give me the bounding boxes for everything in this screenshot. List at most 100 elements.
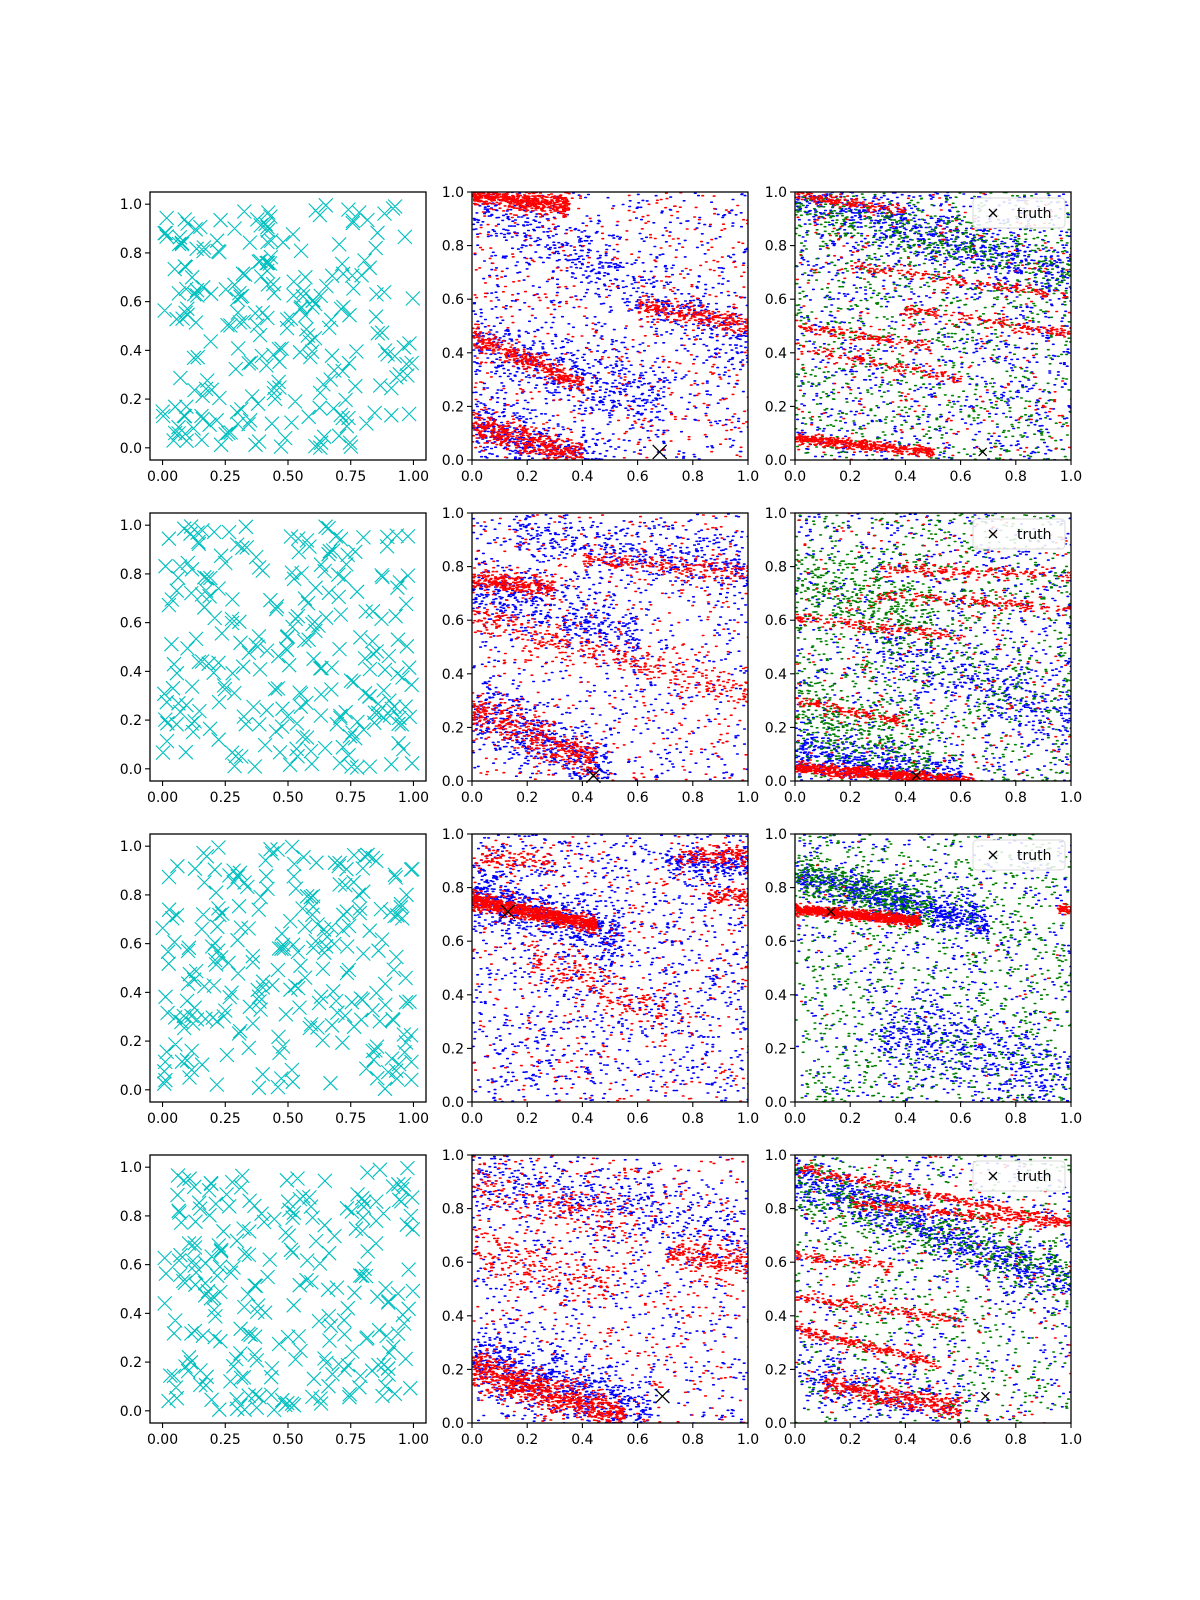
y-tick-label: 0.8 [442, 1202, 464, 1218]
y-tick-label: 0.4 [442, 346, 464, 362]
x-tick-label: 0.00 [147, 790, 178, 806]
x-tick-label: 0.4 [571, 1432, 593, 1448]
legend: truth [972, 1160, 1066, 1192]
x-tick-label: 0.6 [626, 469, 648, 485]
y-tick-label: 0.6 [442, 1255, 464, 1271]
y-tick-label: 0.2 [765, 1362, 787, 1378]
y-tick-label: 1.0 [120, 839, 142, 855]
x-tick-label: 0.2 [839, 1432, 861, 1448]
x-tick-label: 0.25 [210, 790, 241, 806]
plot-area [155, 519, 420, 775]
y-tick-label: 0.8 [442, 560, 464, 576]
y-tick-label: 0.6 [442, 613, 464, 629]
subplot-r0-c0: 0.00 0.25 0.50 0.75 1.00 0.0 0.2 0.4 0.6 0.8 1.0 [120, 191, 429, 485]
y-tick-label: 0.2 [765, 399, 787, 415]
y-tick-label: 0.6 [765, 1255, 787, 1271]
y-tick-label: 0.2 [442, 720, 464, 736]
x-tick-label: 0.8 [682, 1111, 704, 1127]
y-tick-label: 0.0 [120, 1083, 142, 1099]
y-tick-label: 0.2 [442, 1041, 464, 1057]
x-tick-label: 0.50 [272, 1432, 303, 1448]
x-tick-label: 0.8 [1005, 469, 1027, 485]
y-tick-label: 1.0 [442, 506, 464, 522]
x-tick-label: 0.4 [571, 790, 593, 806]
x-tick-label: 0.75 [335, 1432, 366, 1448]
plot-area [155, 197, 421, 455]
y-tick-label: 0.2 [120, 1355, 142, 1371]
x-tick-label: 0.6 [626, 1432, 648, 1448]
x-tick-label: 0.6 [949, 790, 971, 806]
x-tick-label: 0.0 [784, 1432, 806, 1448]
y-tick-label: 0.2 [442, 1362, 464, 1378]
y-tick-label: 0.2 [442, 399, 464, 415]
sample-points-x-markers [155, 839, 420, 1097]
x-tick-label: 1.0 [1060, 469, 1082, 485]
legend: truth [972, 197, 1066, 229]
y-tick-label: 0.8 [120, 246, 142, 262]
x-icon [988, 850, 998, 860]
x-icon [988, 208, 998, 218]
truth-marker [978, 447, 988, 457]
series-red-points [472, 192, 748, 460]
series-red-points [472, 834, 748, 1102]
x-tick-label: 0.0 [461, 469, 483, 485]
x-tick-label: 1.00 [398, 469, 429, 485]
y-tick-label: 1.0 [765, 1148, 787, 1164]
plot-area [795, 513, 1071, 781]
x-tick-label: 0.4 [894, 469, 916, 485]
x-tick-label: 0.0 [461, 1432, 483, 1448]
y-tick-label: 0.2 [765, 720, 787, 736]
plot-area [472, 513, 748, 781]
y-tick-label: 1.0 [120, 197, 142, 213]
truth-marker [980, 1391, 990, 1401]
subplot-grid: 0.00 0.25 0.50 0.75 1.00 0.0 0.2 0.4 0.6 0.8 1.0 0.… [120, 185, 1082, 1448]
x-tick-label: 1.0 [737, 469, 759, 485]
x-tick-label: 1.0 [737, 790, 759, 806]
axes-frame [471, 833, 749, 1103]
x-tick-label: 0.0 [461, 1111, 483, 1127]
y-tick-label: 0.4 [120, 343, 142, 359]
sample-points-x-markers [155, 197, 421, 455]
y-tick-label: 0.0 [120, 762, 142, 778]
y-tick-label: 0.4 [765, 988, 787, 1004]
y-tick-label: 0.0 [765, 453, 787, 469]
subplot-r1-c2: 0.0 0.2 0.4 0.6 0.8 1.0 0.0 0.2 0.4 0.6 0.8 1.0 trut… [765, 506, 1082, 806]
x-tick-label: 0.25 [210, 469, 241, 485]
y-tick-label: 0.4 [120, 664, 142, 680]
y-tick-label: 0.4 [120, 1306, 142, 1322]
y-tick-label: 0.0 [765, 1416, 787, 1432]
plot-area [472, 834, 748, 1102]
y-tick-label: 0.4 [765, 1309, 787, 1325]
x-tick-label: 0.00 [147, 469, 178, 485]
x-tick-label: 1.0 [1060, 1432, 1082, 1448]
y-tick-label: 0.0 [442, 1095, 464, 1111]
legend-label: truth [1017, 206, 1051, 222]
legend-label: truth [1017, 1169, 1051, 1185]
x-tick-label: 0.2 [839, 790, 861, 806]
axes-frame [471, 191, 749, 461]
x-tick-label: 0.2 [839, 469, 861, 485]
y-tick-label: 1.0 [120, 518, 142, 534]
plot-area [157, 1160, 421, 1418]
sample-points-x-markers [157, 1160, 421, 1418]
y-tick-label: 0.4 [120, 985, 142, 1001]
x-tick-label: 0.6 [949, 469, 971, 485]
axes-frame [794, 833, 1072, 1103]
y-tick-label: 0.6 [120, 1258, 142, 1274]
truth-marker [500, 904, 516, 920]
x-tick-label: 1.0 [1060, 790, 1082, 806]
legend-box [972, 518, 1066, 550]
y-tick-label: 0.2 [120, 392, 142, 408]
axes-frame [794, 1154, 1072, 1424]
x-tick-label: 0.8 [1005, 790, 1027, 806]
axes-frame [794, 512, 1072, 782]
y-tick-label: 0.0 [765, 774, 787, 790]
plot-area [795, 834, 1071, 1102]
y-tick-label: 0.8 [765, 1202, 787, 1218]
x-tick-label: 0.00 [147, 1432, 178, 1448]
y-tick-label: 0.0 [120, 1404, 142, 1420]
plot-area [472, 192, 748, 460]
x-icon [988, 529, 998, 539]
y-tick-label: 0.8 [120, 888, 142, 904]
truth-marker [911, 771, 921, 781]
